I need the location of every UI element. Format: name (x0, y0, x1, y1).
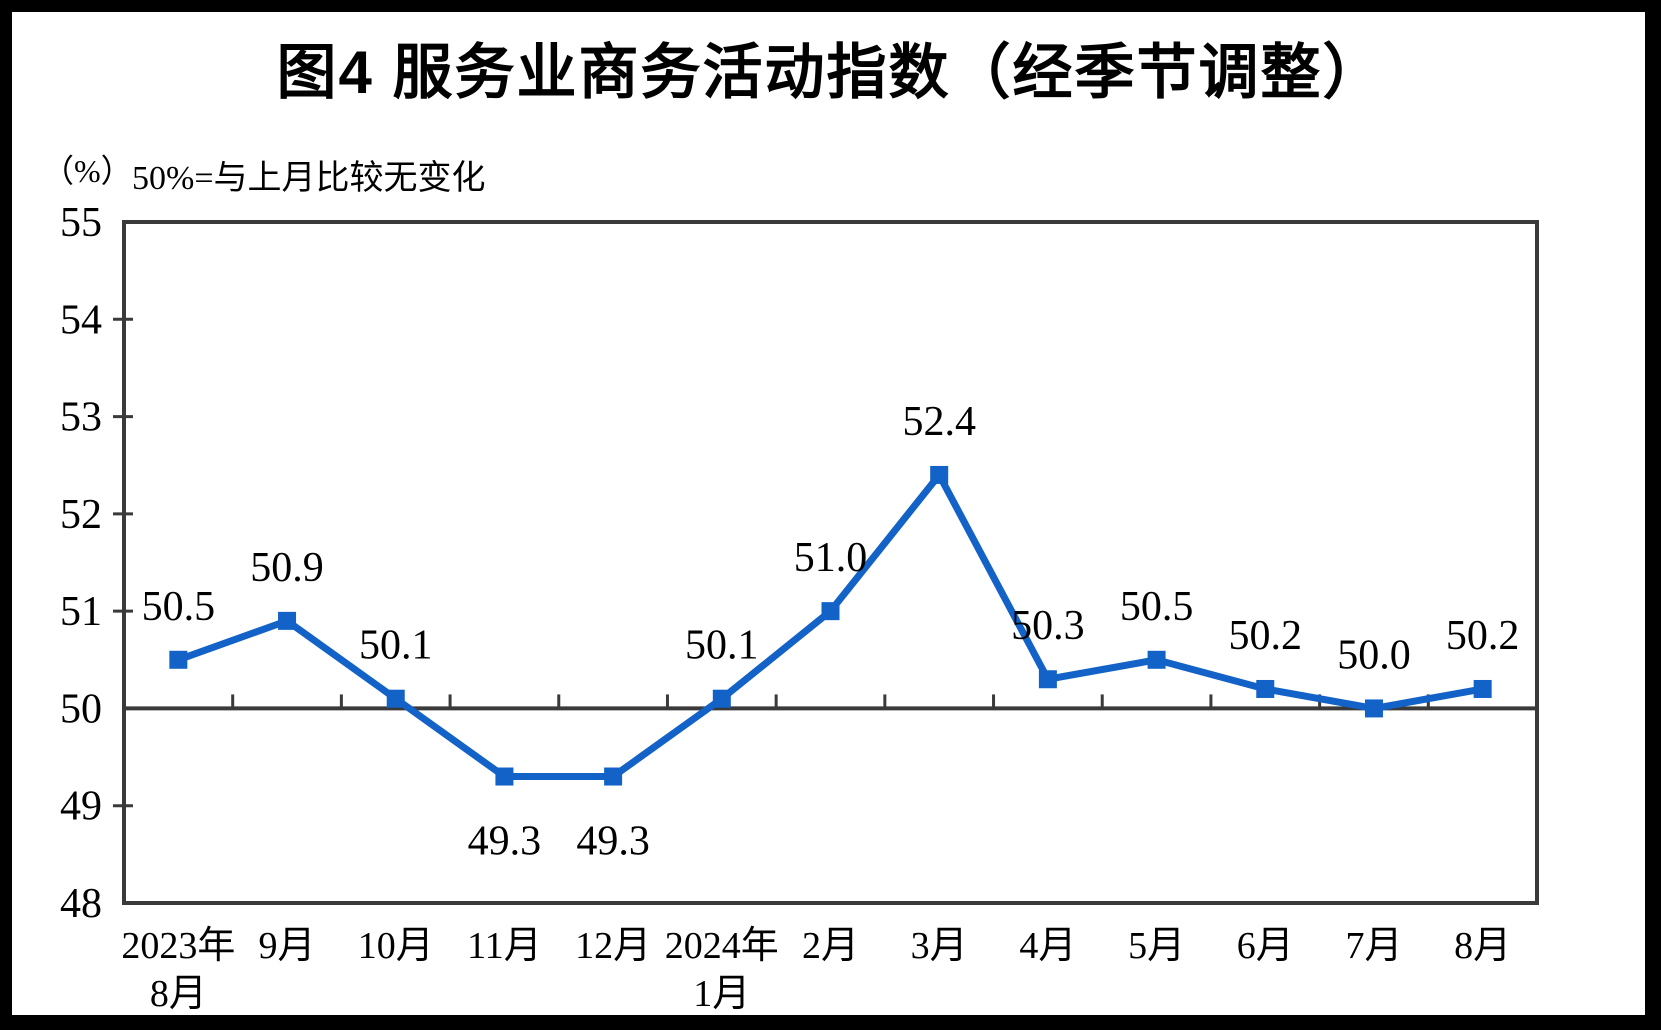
x-axis-label: 5月 (1128, 925, 1185, 967)
data-point-marker (1038, 670, 1057, 689)
data-value-label: 50.3 (1011, 603, 1085, 649)
x-axis-label: 3月 (911, 925, 968, 967)
x-axis-label: 12月 (575, 925, 651, 967)
data-point-marker (1364, 699, 1383, 718)
y-axis-label: 52 (60, 492, 102, 538)
x-axis-label: 1月 (693, 973, 750, 1015)
data-value-label: 50.9 (250, 545, 324, 591)
x-axis-label: 9月 (259, 925, 316, 967)
data-value-label: 50.1 (359, 623, 433, 669)
data-point-marker (1147, 650, 1166, 669)
x-axis-label: 10月 (358, 925, 434, 967)
data-point-marker (386, 689, 405, 708)
y-axis-label: 50 (60, 686, 102, 732)
x-axis-label: 11月 (467, 925, 542, 967)
y-axis-label: 48 (60, 881, 102, 927)
data-value-label: 51.0 (794, 535, 868, 581)
y-axis-label: 51 (60, 589, 102, 635)
data-value-label: 52.4 (902, 399, 976, 445)
data-point-marker (495, 767, 514, 786)
x-axis-label: 4月 (1019, 925, 1076, 967)
x-axis-label: 2024年 (665, 925, 779, 967)
data-point-marker (821, 602, 840, 621)
data-value-label: 49.3 (576, 819, 650, 865)
data-value-label: 50.1 (685, 623, 759, 669)
data-point-marker (1256, 679, 1275, 698)
data-point-marker (169, 650, 188, 669)
y-axis-label: 49 (60, 784, 102, 830)
data-point-marker (1473, 679, 1492, 698)
x-axis-label: 8月 (150, 973, 207, 1015)
data-point-marker (278, 611, 297, 630)
data-point-marker (712, 689, 731, 708)
x-axis-label: 2023年 (121, 925, 235, 967)
data-value-label: 49.3 (468, 819, 542, 865)
data-value-label: 50.2 (1229, 613, 1303, 659)
data-value-label: 50.5 (1120, 584, 1194, 630)
chart-title: 图4 服务业商务活动指数（经季节调整） (276, 39, 1385, 106)
data-value-label: 50.2 (1446, 613, 1520, 659)
plot-area-border (122, 220, 1539, 905)
data-point-marker (930, 465, 949, 484)
data-value-label: 50.5 (142, 584, 216, 630)
x-axis-label: 6月 (1237, 925, 1294, 967)
y-axis-label: 54 (60, 297, 102, 343)
y-axis-label: 55 (60, 200, 102, 246)
x-axis-label: 8月 (1454, 925, 1511, 967)
x-axis-label: 2月 (802, 925, 859, 967)
y-axis-label: 53 (60, 395, 102, 441)
y-axis-unit-label: （%） (42, 153, 133, 189)
chart-subtitle: 50%=与上月比较无变化 (132, 160, 486, 197)
data-value-label: 50.0 (1337, 632, 1411, 678)
x-axis-label: 7月 (1345, 925, 1402, 967)
chart-background (12, 12, 1645, 1015)
data-point-marker (604, 767, 623, 786)
